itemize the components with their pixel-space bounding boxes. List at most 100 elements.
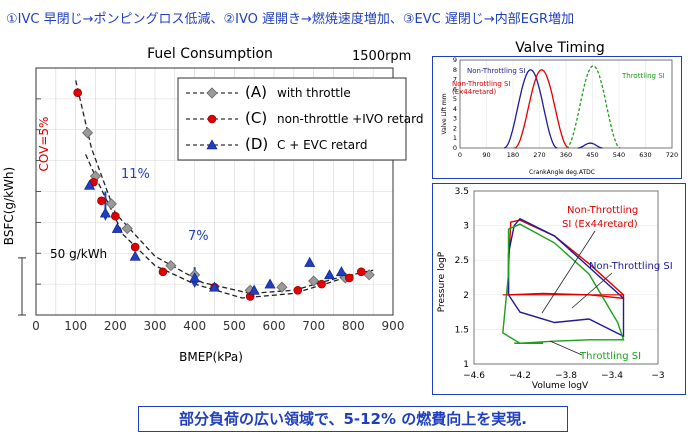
vt-curve bbox=[503, 69, 558, 149]
fc-ylabel: BSFC(g/kWh) bbox=[2, 167, 16, 245]
fc-point-d bbox=[208, 281, 221, 292]
vt-label-nonthrottle: Non-Throttling SI bbox=[467, 67, 526, 75]
legend-marker bbox=[207, 114, 217, 124]
fc-point-a bbox=[121, 222, 133, 235]
pv-diagram-chart: 1 1.5 2 2.5 3 3.5 −4.6 −4.2 −3.8 −3.4 −3 Volume lo… bbox=[437, 187, 673, 391]
fc-point-a bbox=[165, 260, 177, 272]
pv-plot-frame bbox=[473, 190, 659, 365]
fc-point-d bbox=[304, 256, 316, 267]
fc-point-a bbox=[308, 275, 320, 287]
fc-xtick-label: 900 bbox=[382, 319, 405, 333]
fc-xtick-label: 800 bbox=[342, 319, 365, 333]
legend-text-c: non-throttle +IVO retard bbox=[277, 112, 423, 126]
vt-xtick-label: 360 bbox=[560, 151, 572, 159]
fc-plot-frame bbox=[35, 67, 394, 316]
fc-point-c bbox=[345, 273, 354, 283]
fc-point-d bbox=[264, 278, 276, 289]
vt-ytick-label: 8 bbox=[453, 66, 457, 74]
vt-ytick-label: 5 bbox=[453, 95, 457, 103]
fc-xtick-label: 700 bbox=[302, 319, 325, 333]
annotation-cov: COV=5% bbox=[37, 117, 51, 172]
legend-label-c: (C) bbox=[245, 109, 267, 127]
fc-xtick-label: 200 bbox=[104, 319, 127, 333]
fc-point-d bbox=[335, 266, 347, 277]
pv-label-nonthrottle: Non-Throttling SI bbox=[589, 261, 673, 272]
fc-point-d bbox=[99, 207, 111, 218]
fc-point-c bbox=[97, 196, 106, 206]
pv-ylabel: Pressure logP bbox=[437, 251, 447, 312]
legend-label-a: (A) bbox=[245, 83, 267, 101]
legend-marker bbox=[206, 139, 218, 150]
legend-marker bbox=[206, 87, 218, 99]
legend-text-a: with throttle bbox=[277, 86, 351, 100]
fc-point-d bbox=[84, 179, 96, 190]
vt-ytick-label: 6 bbox=[453, 85, 457, 93]
vt-ytick-label: 2 bbox=[453, 124, 457, 132]
pv-xtick-label: −4.2 bbox=[509, 371, 531, 381]
vt-ytick-label: 1 bbox=[453, 134, 457, 142]
pv-ytick-label: 3.5 bbox=[455, 187, 469, 197]
fc-point-c bbox=[73, 88, 82, 98]
fc-fit-curve-upper bbox=[75, 80, 374, 295]
headline: ①IVC 早閉じ→ポンピングロス低減、②IVO 遅開き→燃焼速度増加、③EVC … bbox=[6, 12, 575, 27]
vt-ytick-label: 4 bbox=[453, 105, 457, 113]
pv-leader-nonthrottle bbox=[571, 272, 613, 309]
fuel-consumption-chart: Fuel Consumption 1500rpm 0 100 200 300 400 50… bbox=[2, 46, 423, 364]
pv-xtick-label: −4.6 bbox=[463, 371, 485, 381]
fc-xtick-label: 100 bbox=[64, 319, 87, 333]
pv-label-throttle: Throttling SI bbox=[579, 351, 641, 362]
fc-point-d bbox=[248, 284, 260, 295]
vt-ylabel: Valve Lift mm bbox=[441, 93, 448, 134]
fc-scale-label: 50 g/kWh bbox=[50, 247, 107, 261]
vt-xlabel: CrankAngle deg.ATDC bbox=[529, 169, 595, 176]
fc-point-a bbox=[105, 198, 117, 210]
fc-point-c bbox=[356, 267, 366, 277]
vt-ytick-label: 0 bbox=[453, 144, 457, 152]
conclusion-banner: 部分負荷の広い領域で、5-12% の燃費向上を実現. bbox=[138, 406, 568, 432]
pv-leader-ex44 bbox=[541, 230, 596, 314]
annotation-11pct: 11% bbox=[121, 167, 150, 182]
fc-point-c bbox=[317, 279, 326, 289]
fc-point-d bbox=[324, 269, 336, 280]
pv-loop-ex44 bbox=[507, 219, 625, 300]
vt-curve bbox=[577, 142, 603, 149]
legend-label-d: (D) bbox=[245, 135, 268, 153]
pv-ytick-label: 1 bbox=[463, 360, 469, 370]
vt-xtick-label: 720 bbox=[666, 151, 678, 159]
vt-xtick-label: 450 bbox=[586, 151, 598, 159]
vt-xtick-label: 270 bbox=[533, 151, 545, 159]
pv-xlabel: Volume logV bbox=[532, 381, 589, 391]
pv-loop-nonthrottle bbox=[507, 217, 625, 338]
pv-loop-throttle bbox=[502, 223, 625, 344]
fc-point-d bbox=[111, 222, 123, 233]
fc-point-d bbox=[129, 250, 141, 261]
pv-xtick-label: −3 bbox=[651, 371, 664, 381]
vt-xtick-label: 540 bbox=[613, 151, 625, 159]
fc-point-a bbox=[82, 127, 94, 139]
arrow-7pct-head bbox=[190, 281, 199, 288]
fc-point-a bbox=[363, 269, 375, 281]
fc-xtick-label: 300 bbox=[144, 319, 167, 333]
fc-xtick-label: 500 bbox=[223, 319, 246, 333]
vt-xtick-label: 0 bbox=[458, 151, 462, 159]
annotation-7pct: 7% bbox=[188, 229, 209, 244]
fc-point-c bbox=[130, 242, 140, 252]
vt-curve bbox=[514, 69, 569, 149]
vt-label-ex44-b: (Ex44retard) bbox=[452, 88, 496, 96]
fc-title: Fuel Consumption bbox=[147, 46, 273, 62]
vt-ytick-label: 7 bbox=[453, 76, 457, 84]
fc-xtick-label: 0 bbox=[32, 319, 40, 333]
pv-label-ex44-b: SI (Ex44retard) bbox=[562, 219, 638, 230]
pv-label-ex44-a: Non-Throttling bbox=[567, 205, 638, 216]
fc-point-c bbox=[111, 211, 120, 221]
pv-xtick-label: −3.8 bbox=[555, 371, 577, 381]
fc-xtick-label: 400 bbox=[183, 319, 206, 333]
vt-xtick-label: 630 bbox=[639, 151, 651, 159]
vt-title: Valve Timing bbox=[515, 40, 605, 56]
vt-ytick-label: 3 bbox=[453, 115, 457, 123]
pv-xtick-label: −3.4 bbox=[601, 371, 623, 381]
legend-text-d: C + EVC retard bbox=[277, 138, 368, 152]
valve-timing-chart: Valve Timing 0 90 180 270 360 450 540 630 720 0 1 2… bbox=[441, 40, 678, 176]
fc-point-c bbox=[158, 267, 168, 277]
fc-point-c bbox=[293, 285, 303, 295]
